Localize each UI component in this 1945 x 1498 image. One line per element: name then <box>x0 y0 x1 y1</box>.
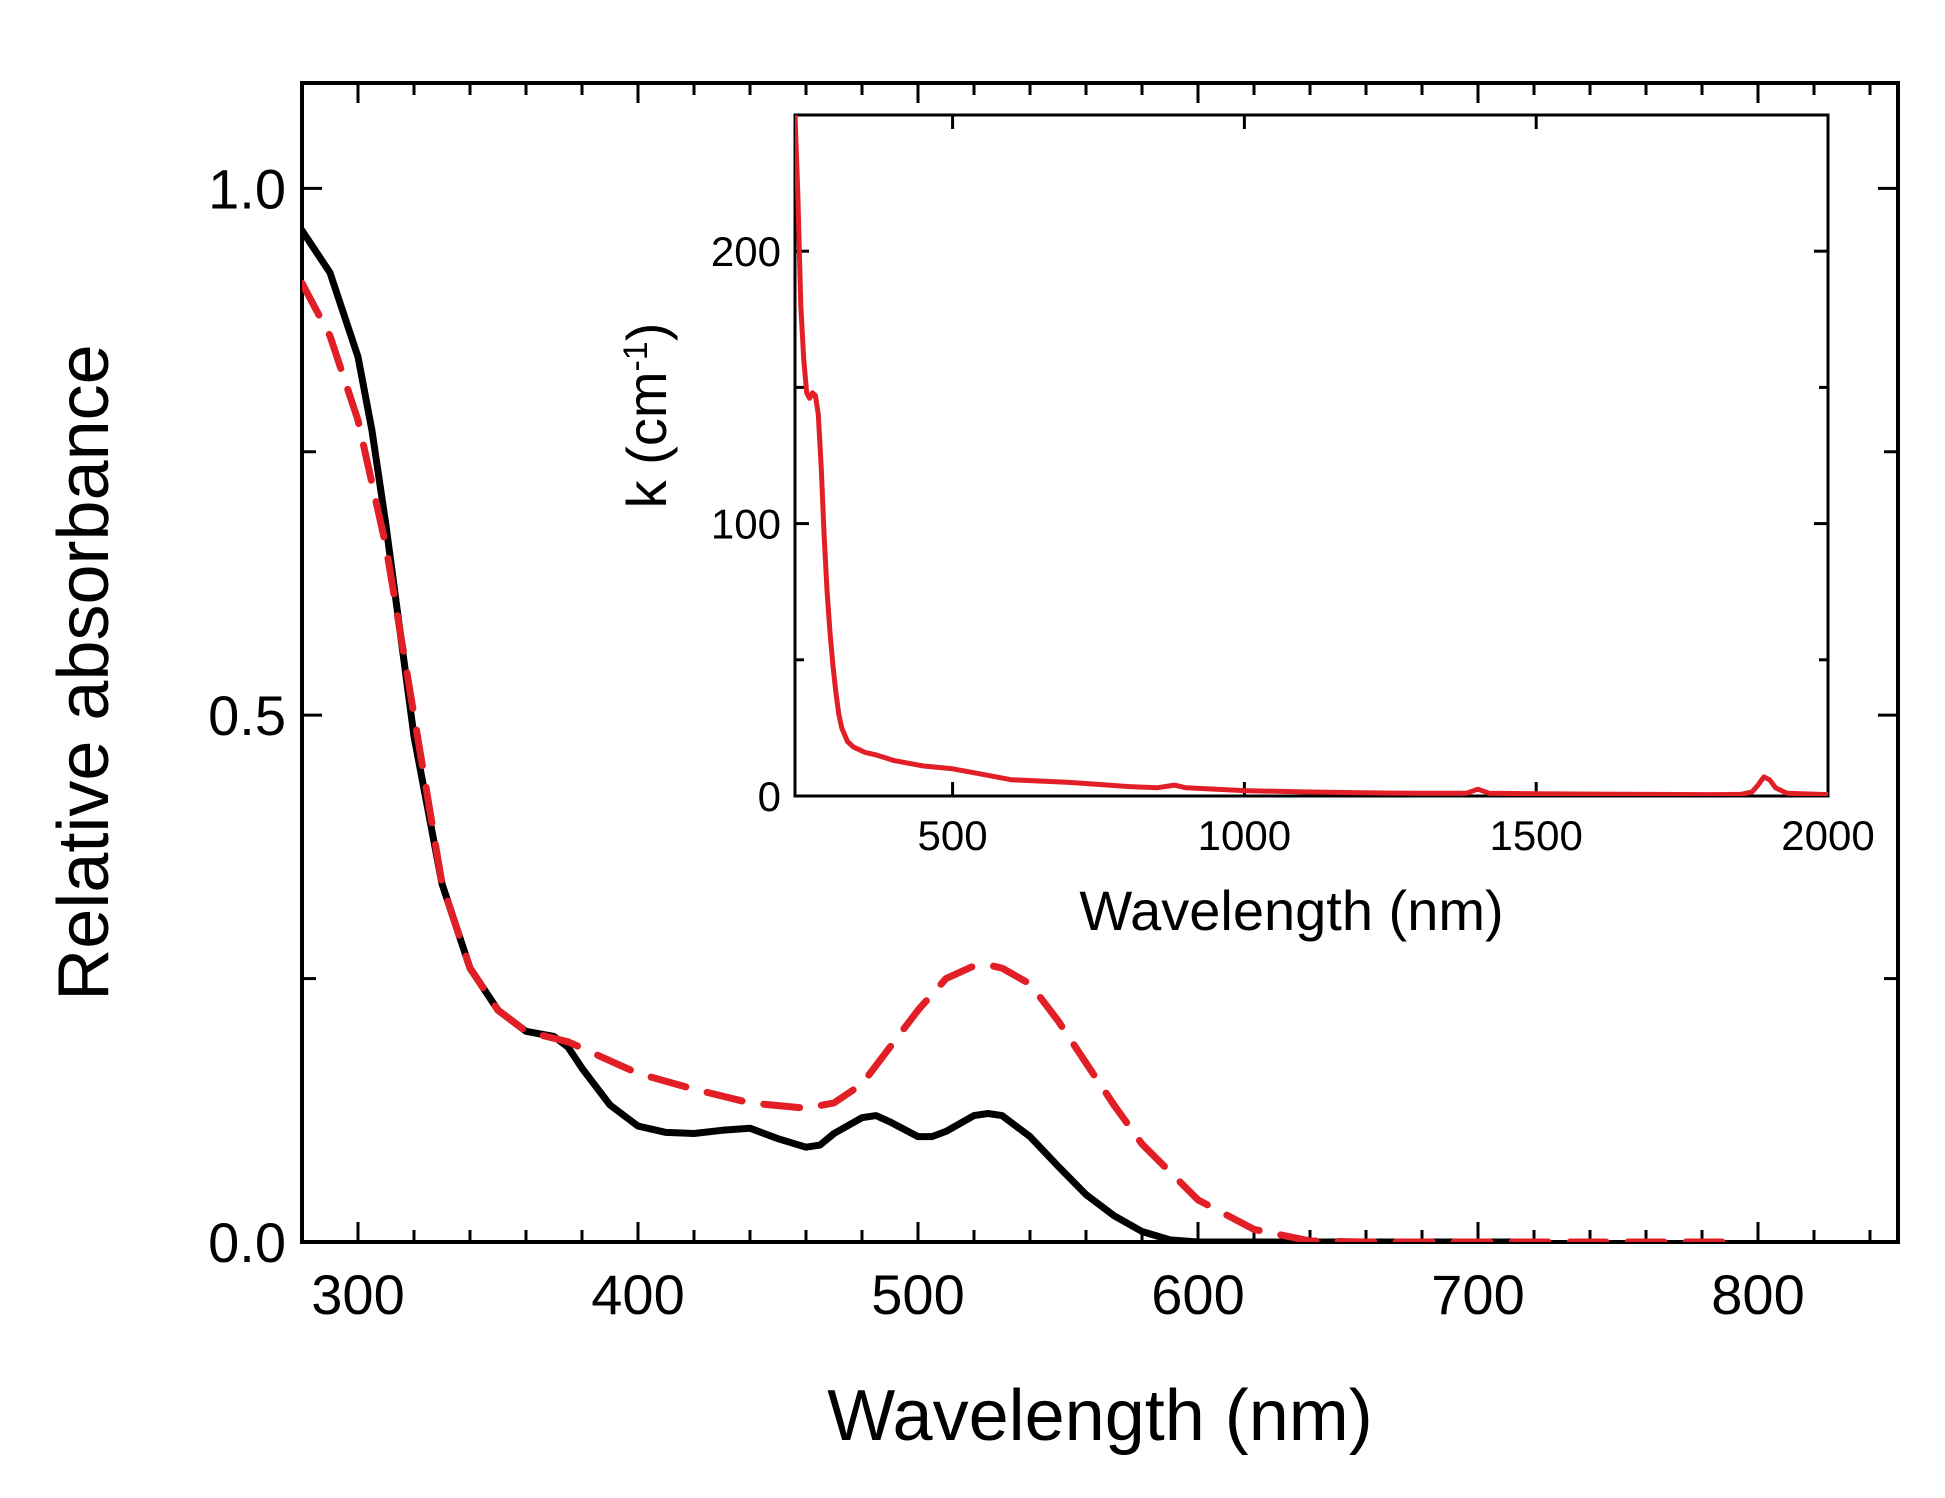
main-x-tick-label: 600 <box>1151 1263 1244 1326</box>
inset-y-axis-title-suffix: ) <box>615 323 678 342</box>
main-y-tick-label: 0.5 <box>208 684 286 747</box>
main-x-tick-label: 500 <box>871 1263 964 1326</box>
main-plot: 300 400 500 600 700 800 0.0 0.5 1.0 Wavelength (n… <box>44 81 1900 1456</box>
main-x-tick-label: 800 <box>1711 1263 1804 1326</box>
inset-y-tick-label: 0 <box>758 773 781 820</box>
main-x-tick-label: 700 <box>1431 1263 1524 1326</box>
main-x-tick-label: 300 <box>311 1263 404 1326</box>
inset-x-axis-title: Wavelength (nm) <box>1079 879 1503 942</box>
inset-series-k <box>795 115 1828 796</box>
inset-plot: 500 1000 1500 2000 0 100 200 Wavelength (nm) k (… <box>615 113 1875 942</box>
inset-x-tick-label: 1000 <box>1198 812 1291 859</box>
inset-y-axis-title: k (cm-1) <box>615 323 678 509</box>
main-y-tick-label: 1.0 <box>208 157 286 220</box>
inset-y-tick-label: 100 <box>711 501 781 548</box>
main-y-tick-label: 0.0 <box>208 1211 286 1274</box>
inset-plot-frame <box>793 113 1830 798</box>
inset-y-axis-title-main: k (cm <box>615 372 678 509</box>
inset-x-tick-label: 2000 <box>1781 812 1874 859</box>
main-x-tick-label: 400 <box>591 1263 684 1326</box>
main-y-axis-title: Relative absorbance <box>44 344 124 1000</box>
main-x-axis-title: Wavelength (nm) <box>827 1376 1373 1456</box>
inset-y-tick-label: 200 <box>711 228 781 275</box>
inset-x-tick-label: 1500 <box>1489 812 1582 859</box>
main-plot-frame <box>300 81 1900 1244</box>
inset-y-axis-title-superscript: -1 <box>617 341 655 371</box>
main-series-dashed <box>302 279 1734 1242</box>
inset-x-tick-label: 500 <box>918 812 988 859</box>
